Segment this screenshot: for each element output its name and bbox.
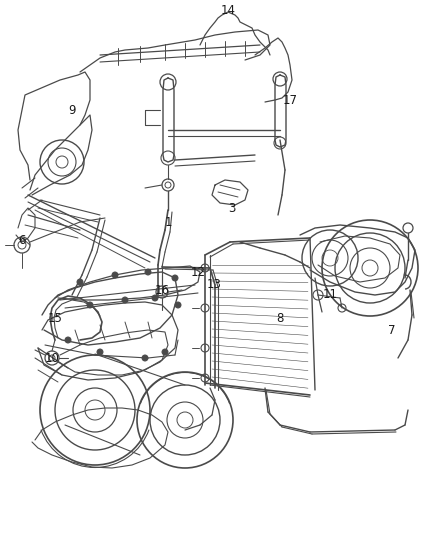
Text: 13: 13 <box>207 279 222 292</box>
Circle shape <box>175 302 181 308</box>
Circle shape <box>162 349 168 355</box>
Circle shape <box>152 295 158 301</box>
Text: 1: 1 <box>164 215 172 229</box>
Circle shape <box>145 269 151 275</box>
Circle shape <box>172 275 178 281</box>
Text: 15: 15 <box>48 311 63 325</box>
Circle shape <box>122 297 128 303</box>
Circle shape <box>97 349 103 355</box>
Text: 14: 14 <box>220 4 236 17</box>
Text: 11: 11 <box>322 288 338 302</box>
Text: 7: 7 <box>388 324 396 336</box>
Text: 6: 6 <box>18 233 26 246</box>
Circle shape <box>112 272 118 278</box>
Text: 17: 17 <box>283 93 297 107</box>
Text: 10: 10 <box>45 351 60 365</box>
Circle shape <box>77 279 83 285</box>
Circle shape <box>65 337 71 343</box>
Circle shape <box>142 355 148 361</box>
Text: 12: 12 <box>191 265 205 279</box>
Text: 16: 16 <box>155 284 170 296</box>
Text: 3: 3 <box>228 201 236 214</box>
Text: 8: 8 <box>276 311 284 325</box>
Text: 9: 9 <box>68 103 76 117</box>
Circle shape <box>87 302 93 308</box>
